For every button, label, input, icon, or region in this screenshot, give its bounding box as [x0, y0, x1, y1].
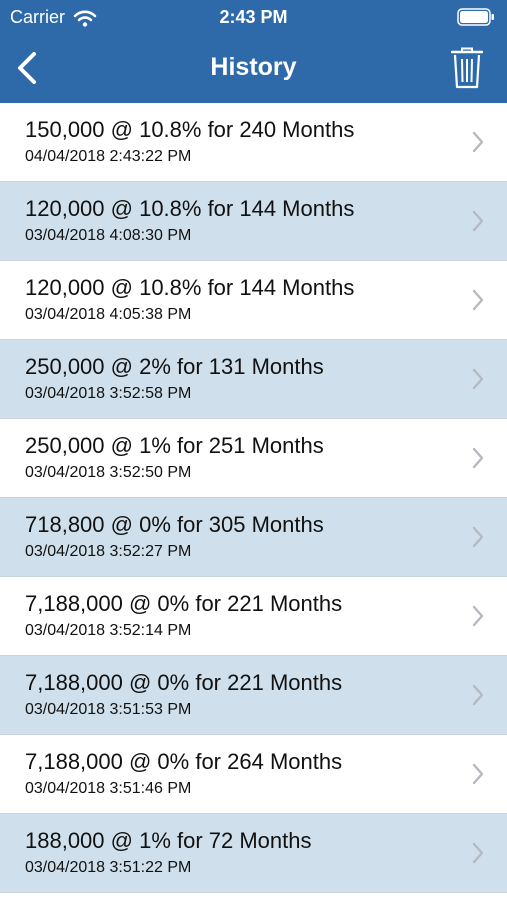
chevron-right-icon: [472, 289, 484, 311]
battery-icon: [457, 8, 494, 26]
chevron-right-icon: [472, 684, 484, 706]
history-row-title: 7,188,000 @ 0% for 221 Months: [25, 670, 343, 695]
history-row-title: 718,800 @ 0% for 305 Months: [25, 512, 324, 537]
history-row[interactable]: 7,188,000 @ 0% for 221 Months 03/04/2018…: [0, 577, 507, 656]
top-bar: Carrier 2:43 PM History: [0, 0, 507, 103]
history-row-timestamp: 03/04/2018 3:51:46 PM: [25, 780, 192, 797]
history-row-timestamp: 03/04/2018 3:52:14 PM: [25, 622, 192, 639]
history-row-title: 120,000 @ 10.8% for 144 Months: [25, 275, 355, 300]
chevron-right-icon: [472, 605, 484, 627]
history-row[interactable]: 718,800 @ 0% for 305 Months 03/04/2018 3…: [0, 498, 507, 577]
status-time: 2:43 PM: [219, 7, 288, 27]
history-row-timestamp: 03/04/2018 3:51:22 PM: [25, 859, 192, 876]
chevron-right-icon: [472, 210, 484, 232]
history-row[interactable]: 120,000 @ 10.8% for 144 Months 03/04/201…: [0, 261, 507, 340]
chevron-right-icon: [472, 447, 484, 469]
chevron-left-icon: [18, 52, 36, 84]
history-row[interactable]: 7,188,000 @ 0% for 264 Months 03/04/2018…: [0, 735, 507, 814]
history-row[interactable]: 250,000 @ 1% for 251 Months 03/04/2018 3…: [0, 419, 507, 498]
status-bar: Carrier 2:43 PM: [0, 0, 507, 36]
chevron-right-icon: [472, 131, 484, 153]
history-row-timestamp: 03/04/2018 3:52:27 PM: [25, 543, 192, 560]
chevron-right-icon: [472, 368, 484, 390]
history-row-timestamp: 03/04/2018 3:52:58 PM: [25, 385, 192, 402]
history-row[interactable]: 250,000 @ 2% for 131 Months 03/04/2018 3…: [0, 340, 507, 419]
chevron-right-icon: [472, 526, 484, 548]
trash-icon: [451, 47, 483, 89]
page-title: History: [210, 53, 297, 81]
history-row[interactable]: 7,188,000 @ 0% for 221 Months 03/04/2018…: [0, 656, 507, 735]
history-row-timestamp: 03/04/2018 3:52:50 PM: [25, 464, 192, 481]
wifi-icon: [73, 10, 97, 27]
history-row-title: 250,000 @ 1% for 251 Months: [25, 433, 324, 458]
chevron-right-icon: [472, 763, 484, 785]
history-row-title: 7,188,000 @ 0% for 221 Months: [25, 591, 343, 616]
chevron-right-icon: [472, 842, 484, 864]
history-row[interactable]: 120,000 @ 10.8% for 144 Months 03/04/201…: [0, 182, 507, 261]
back-button[interactable]: [10, 48, 44, 88]
history-row-timestamp: 04/04/2018 2:43:22 PM: [25, 148, 192, 165]
delete-history-button[interactable]: [449, 46, 485, 90]
history-row[interactable]: 150,000 @ 10.8% for 240 Months 04/04/201…: [0, 103, 507, 182]
history-row-title: 7,188,000 @ 0% for 264 Months: [25, 749, 343, 774]
history-row[interactable]: 188,000 @ 1% for 72 Months 03/04/2018 3:…: [0, 814, 507, 893]
history-row-title: 150,000 @ 10.8% for 240 Months: [25, 117, 355, 142]
carrier-indicator: Carrier: [10, 7, 97, 28]
history-list: 150,000 @ 10.8% for 240 Months 04/04/201…: [0, 103, 507, 893]
history-row-title: 250,000 @ 2% for 131 Months: [25, 354, 324, 379]
carrier-label: Carrier: [10, 7, 66, 27]
history-row-title: 120,000 @ 10.8% for 144 Months: [25, 196, 355, 221]
history-row-timestamp: 03/04/2018 4:05:38 PM: [25, 306, 192, 323]
navigation-bar: History: [0, 36, 507, 103]
history-row-timestamp: 03/04/2018 3:51:53 PM: [25, 701, 192, 718]
history-row-timestamp: 03/04/2018 4:08:30 PM: [25, 227, 192, 244]
history-row-title: 188,000 @ 1% for 72 Months: [25, 828, 312, 853]
